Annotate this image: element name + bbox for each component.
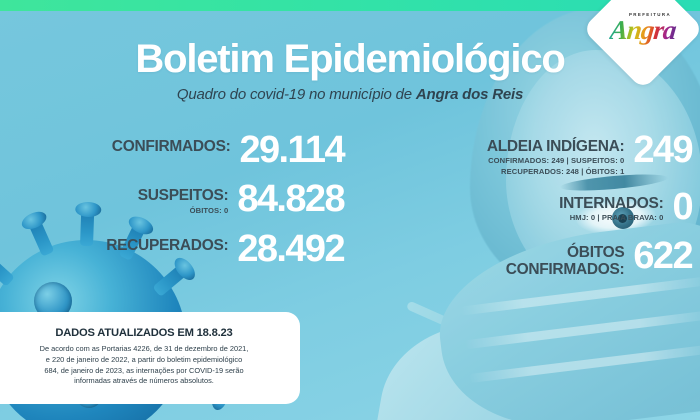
stat-label: INTERNADOS: — [559, 194, 664, 212]
update-note-body: De acordo com as Portarias 4226, de 31 d… — [39, 344, 249, 386]
stat-sublabel-line1: HMJ: 0 | PRAIA BRAVA: 0 — [569, 213, 664, 223]
mask-ear-strap — [405, 300, 531, 363]
stat-value: 249 — [633, 129, 693, 171]
page-subtitle: Quadro do covid-19 no município de Angra… — [0, 86, 700, 103]
stat-value: 29.114 — [239, 129, 345, 171]
stat-sublabel-line1: CONFIRMADOS: 249 | SUSPEITOS: 0 — [488, 156, 625, 166]
header: Boletim Epidemiológico Quadro do covid-1… — [0, 38, 700, 103]
stat-value: 622 — [633, 235, 693, 278]
stats-column-right: ALDEIA INDÍGENA: CONFIRMADOS: 249 | SUSP… — [350, 129, 700, 278]
subtitle-prefix: Quadro do covid-19 no município de — [176, 86, 416, 103]
stat-recuperados: RECUPERADOS: 28.492 — [10, 227, 345, 270]
stat-label-line2: CONFIRMADOS: — [505, 260, 625, 278]
stat-label: RECUPERADOS: — [106, 236, 229, 254]
logo-wordmark: Angra — [608, 15, 678, 45]
stat-suspeitos: SUSPEITOS: ÓBITOS: 0 84.828 — [10, 178, 346, 221]
stat-internados: INTERNADOS: HMJ: 0 | PRAIA BRAVA: 0 0 — [354, 185, 693, 228]
top-accent-bar — [0, 0, 700, 11]
stat-label: ALDEIA INDÍGENA: — [486, 138, 625, 155]
update-date-title: DADOS ATUALIZADOS EM 18.8.23 — [55, 327, 233, 340]
stat-aldeia-indigena: ALDEIA INDÍGENA: CONFIRMADOS: 249 | SUSP… — [354, 129, 694, 176]
update-note-card: DADOS ATUALIZADOS EM 18.8.23 De acordo c… — [0, 312, 300, 404]
stat-value: 84.828 — [237, 178, 345, 221]
stat-obitos-confirmados: ÓBITOS CONFIRMADOS: 622 — [354, 235, 694, 278]
statistics-panel: CONFIRMADOS: 29.114 SUSPEITOS: ÓBITOS: 0… — [0, 129, 700, 278]
stat-sublabel-line2: RECUPERADOS: 248 | ÓBITOS: 1 — [501, 166, 625, 176]
stat-confirmados: CONFIRMADOS: 29.114 — [10, 129, 346, 171]
page-title: Boletim Epidemiológico — [135, 37, 565, 81]
person-shoulder — [377, 302, 605, 420]
subtitle-city: Angra dos Reis — [415, 86, 524, 103]
stat-value: 28.492 — [237, 227, 345, 270]
stats-column-left: CONFIRMADOS: 29.114 SUSPEITOS: ÓBITOS: 0… — [0, 129, 350, 278]
stat-sublabel: ÓBITOS: 0 — [189, 205, 229, 215]
stat-label: CONFIRMADOS: — [111, 138, 231, 155]
stat-label-line1: ÓBITOS — [567, 244, 625, 262]
stat-label: SUSPEITOS: — [137, 187, 229, 205]
stat-value: 0 — [672, 185, 693, 228]
